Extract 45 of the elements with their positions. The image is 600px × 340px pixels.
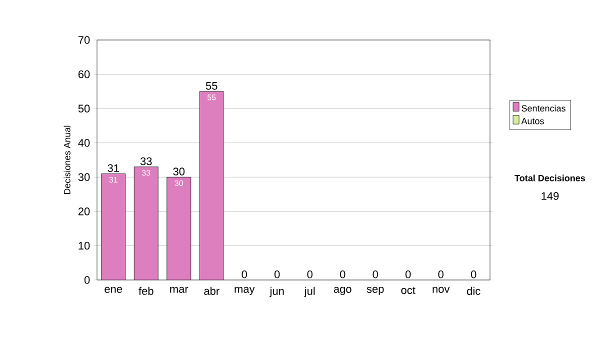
data-label: 33	[142, 170, 150, 176]
total-label: 0	[307, 270, 312, 278]
bar	[199, 91, 224, 280]
x-tick-label: may	[234, 286, 255, 296]
total-label: 0	[372, 270, 378, 278]
total-label: 31	[108, 164, 119, 172]
x-tick-label: ago	[334, 286, 352, 296]
total-label: 0	[274, 270, 280, 278]
total-label: 30	[173, 168, 185, 176]
data-label: 31	[109, 176, 118, 183]
data-label: 55	[207, 94, 216, 100]
bar	[134, 166, 158, 280]
bar	[101, 174, 126, 280]
bar	[166, 176, 192, 280]
text: Total Decisiones	[514, 174, 586, 182]
y-tick-label: 20	[78, 208, 90, 216]
y-tick-label: 10	[78, 242, 90, 250]
x-tick-label: nov	[432, 286, 450, 293]
x-tick-label: feb	[138, 286, 154, 295]
x-tick-label: jun	[270, 286, 284, 298]
x-tick-label: sep	[366, 286, 384, 296]
legend-label: Autos	[521, 118, 544, 124]
data-label: 30	[174, 180, 184, 186]
y-tick-label: 50	[78, 104, 90, 112]
y-tick-label: 30	[78, 173, 90, 182]
y-tick-label: 70	[78, 36, 90, 44]
x-tick-label: jul	[304, 286, 315, 298]
total-label: 0	[405, 270, 411, 278]
total-label: 0	[470, 270, 476, 278]
x-tick-label: mar	[170, 286, 188, 293]
total-label: 33	[140, 157, 152, 166]
y-tick-label: 0	[84, 276, 90, 284]
text: 149	[542, 192, 559, 200]
x-tick-label: ene	[104, 286, 122, 293]
y-tick-label: 60	[78, 70, 90, 78]
x-tick-label: dic	[467, 286, 480, 295]
x-tick-label: oct	[401, 286, 416, 294]
total-label: 0	[340, 270, 346, 278]
total-label: 55	[206, 82, 218, 90]
legend-label: Sentencias	[522, 104, 566, 112]
total-label: 0	[438, 270, 444, 278]
x-tick-label: abr	[204, 286, 220, 295]
y-tick-label: 40	[78, 138, 90, 147]
y-axis-title: Decisiones Anual	[64, 126, 70, 194]
total-label: 0	[242, 270, 248, 278]
